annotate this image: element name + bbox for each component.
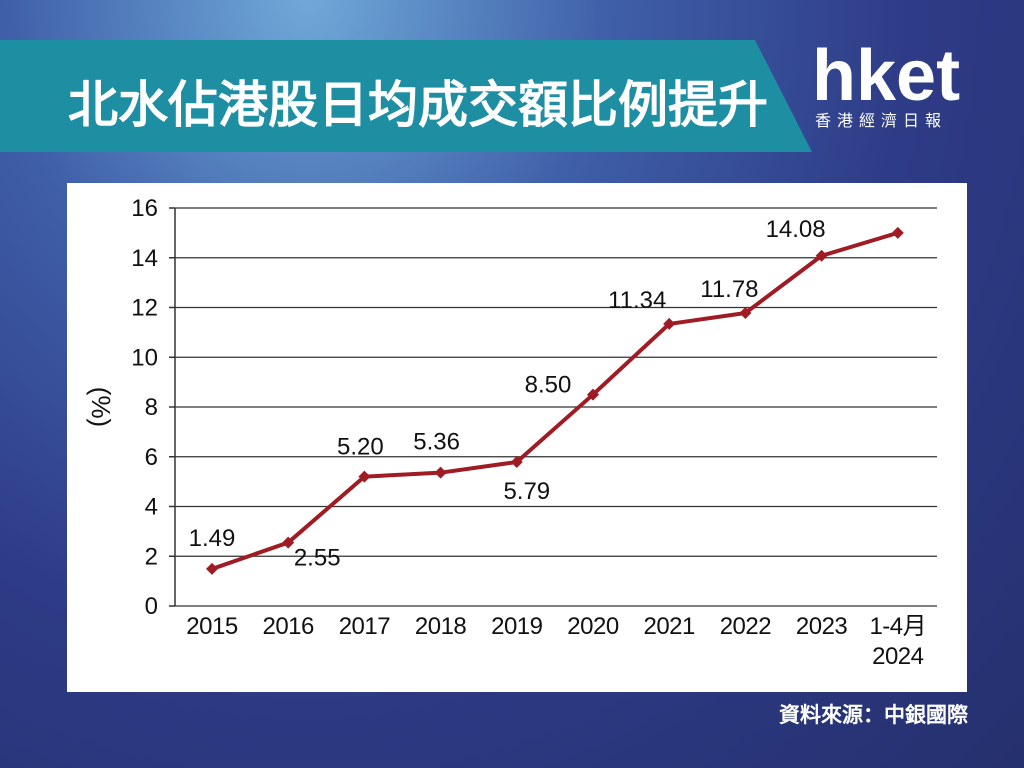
marker [510,455,523,468]
marker [282,536,295,549]
y-tick-label: 10 [131,344,158,371]
marker [663,317,676,330]
title-banner [0,40,812,152]
logo-subtitle: 香港經濟日報 [815,112,947,130]
y-axis-label: (%) [86,387,116,427]
x-tick-label: 2022 [719,613,772,640]
y-tick-label: 12 [131,295,158,322]
marker [739,306,752,319]
marker [587,388,599,401]
x-tick-label: 2020 [567,613,619,640]
chart-title: 北水佔港股日均成交額比例提升 [68,77,768,133]
y-tick-label: 16 [131,195,158,222]
y-tick-label: 0 [145,593,158,620]
plot-panel [67,183,967,692]
value-label: 5.79 [503,478,550,505]
value-label: 5.36 [413,429,460,456]
value-label: 14.08 [766,216,826,243]
marker [891,226,904,239]
x-tick-label: 2015 [186,613,238,640]
y-tick-label: 8 [145,394,158,421]
value-label: 1.49 [189,525,236,552]
x-tick-label: 2021 [643,613,695,640]
y-tick-label: 6 [145,444,158,471]
value-label: 8.50 [525,372,572,399]
marker [206,562,218,575]
value-label: 2.55 [294,545,341,572]
y-tick-label: 2 [145,543,158,570]
x-tick-label: 1-4月 2024 [869,613,927,670]
x-tick-label: 2018 [414,613,467,640]
data-line [211,230,899,571]
x-tick-label: 2017 [338,613,391,640]
value-label: 11.34 [608,287,666,314]
y-tick-label: 14 [131,245,158,272]
value-label: 11.78 [700,276,758,303]
marker [434,466,447,479]
value-label: 5.20 [337,434,384,461]
source: 資料來源：中銀國際 [779,703,969,727]
marker [358,470,371,483]
x-tick-label: 2019 [491,613,543,640]
marker [815,249,828,262]
y-tick-label: 4 [145,494,158,521]
x-tick-label: 2016 [262,613,314,640]
logo: hket [812,36,960,116]
x-tick-label: 2023 [795,613,848,640]
